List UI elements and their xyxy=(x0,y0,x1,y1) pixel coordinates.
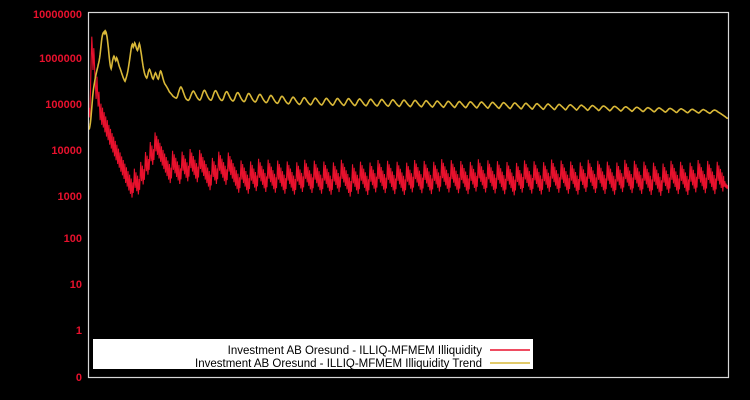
legend-label[interactable]: Investment AB Oresund - ILLIQ-MFMEM Illi… xyxy=(228,345,483,357)
y-tick-label: 10 xyxy=(70,279,82,291)
data-series-group xyxy=(89,29,728,198)
series-illiquidity-trend xyxy=(89,29,728,130)
legend-label[interactable]: Investment AB Oresund - ILLIQ-MFMEM Illi… xyxy=(195,358,482,370)
chart-legend[interactable]: Investment AB Oresund - ILLIQ-MFMEM Illi… xyxy=(93,339,533,370)
series-illiquidity xyxy=(89,36,728,198)
y-tick-label: 1000000 xyxy=(39,53,82,65)
y-tick-label: 100 xyxy=(64,233,82,245)
y-tick-label: 10000 xyxy=(51,145,82,157)
y-tick-label: 10000000 xyxy=(33,9,82,21)
y-tick-label: 100000 xyxy=(45,99,82,111)
legend-background xyxy=(93,339,533,369)
plot-area-frame xyxy=(87,11,730,379)
y-tick-label: 1000 xyxy=(58,191,82,203)
y-tick-label: 1 xyxy=(76,325,82,337)
y-tick-label: 0 xyxy=(76,372,82,384)
